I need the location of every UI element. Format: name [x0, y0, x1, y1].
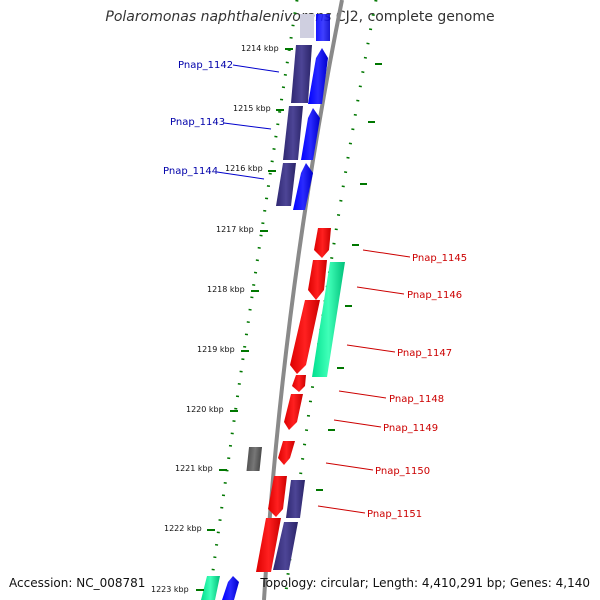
tick-label: 1215 kbp	[233, 104, 271, 113]
label-leader	[346, 344, 396, 353]
genome-backbone	[262, 0, 344, 600]
gene-label-pnap-1151: Pnap_1151	[367, 509, 422, 520]
cds-pnap-1142-blue	[308, 48, 328, 104]
cds-pnap-1149	[284, 394, 303, 430]
label-leader	[325, 462, 374, 471]
tick-label: 1220 kbp	[186, 405, 224, 414]
label-leader	[232, 64, 280, 73]
tick-label: 1217 kbp	[216, 225, 254, 234]
cds-pnap-1150-gray	[246, 447, 263, 471]
gene-label-pnap-1143: Pnap_1143	[170, 117, 225, 128]
species-name: Polaromonas naphthalenivorans	[105, 9, 332, 25]
cds-pnap-1147-red	[290, 300, 320, 374]
cds-pnap-1144-navy	[276, 163, 296, 206]
cds-bottom-green	[201, 576, 220, 600]
kbp-tick-marks	[196, 48, 293, 591]
label-leader	[216, 171, 265, 180]
cds-pnap-1147-green	[312, 262, 345, 377]
kbp-tick-labels: 1214 kbp 1215 kbp 1216 kbp 1217 kbp 1218…	[151, 44, 279, 594]
accession-text: Accession: NC_008781	[9, 576, 146, 590]
label-leader	[317, 505, 366, 514]
forward-gene-labels: Pnap_1145 Pnap_1146 Pnap_1147 Pnap_1148 …	[317, 249, 467, 520]
map-title: Polaromonas naphthalenivorans CJ2, compl…	[0, 9, 600, 25]
tick-label: 1214 kbp	[241, 44, 279, 53]
genome-summary-text: Topology: circular; Length: 4,410,291 bp…	[260, 576, 590, 590]
cds-next-navy	[273, 522, 298, 570]
cds-pnap-1150-red	[278, 441, 295, 465]
tick-label: 1216 kbp	[225, 164, 263, 173]
tick-label: 1218 kbp	[207, 285, 245, 294]
cds-pnap-1143-blue	[301, 108, 320, 160]
tick-label: 1222 kbp	[164, 524, 202, 533]
cds-pnap-1144-blue	[293, 163, 313, 210]
label-leader	[362, 249, 411, 258]
tick-label: 1219 kbp	[197, 345, 235, 354]
label-leader	[223, 122, 272, 130]
gene-label-pnap-1149: Pnap_1149	[383, 423, 438, 434]
gene-label-pnap-1145: Pnap_1145	[412, 253, 467, 264]
outer-ring-ticks	[316, 63, 382, 491]
forward-strand-cds	[201, 228, 345, 600]
strain-name: CJ2, complete genome	[331, 9, 495, 25]
label-leader	[356, 286, 405, 295]
cds-pnap-1142-navy	[291, 45, 312, 103]
label-leader	[338, 390, 387, 399]
cds-next-red	[256, 518, 281, 572]
gene-top-partial	[316, 14, 330, 41]
gene-label-pnap-1144: Pnap_1144	[163, 166, 218, 177]
cds-pnap-1145	[314, 228, 331, 258]
gene-label-pnap-1147: Pnap_1147	[397, 348, 452, 359]
cds-pnap-1146	[308, 260, 327, 300]
reverse-strand-cds	[276, 45, 328, 210]
cds-pnap-1151-red	[268, 476, 287, 517]
inner-tick-ring	[207, 0, 299, 600]
reverse-gene-labels: Pnap_1142 Pnap_1143 Pnap_1144	[163, 60, 280, 180]
cds-pnap-1143-navy	[283, 106, 303, 160]
gene-label-pnap-1142: Pnap_1142	[178, 60, 233, 71]
cds-pnap-1151-navy	[286, 480, 305, 518]
cds-bottom-blue	[222, 576, 239, 600]
gene-top-partial-shadow	[300, 14, 314, 38]
tick-label: 1221 kbp	[175, 464, 213, 473]
gene-label-pnap-1146: Pnap_1146	[407, 290, 462, 301]
cds-pnap-1148	[292, 375, 306, 392]
tick-label: 1223 kbp	[151, 585, 189, 594]
label-leader	[333, 419, 382, 428]
gene-label-pnap-1148: Pnap_1148	[389, 394, 444, 405]
gene-label-pnap-1150: Pnap_1150	[375, 466, 430, 477]
